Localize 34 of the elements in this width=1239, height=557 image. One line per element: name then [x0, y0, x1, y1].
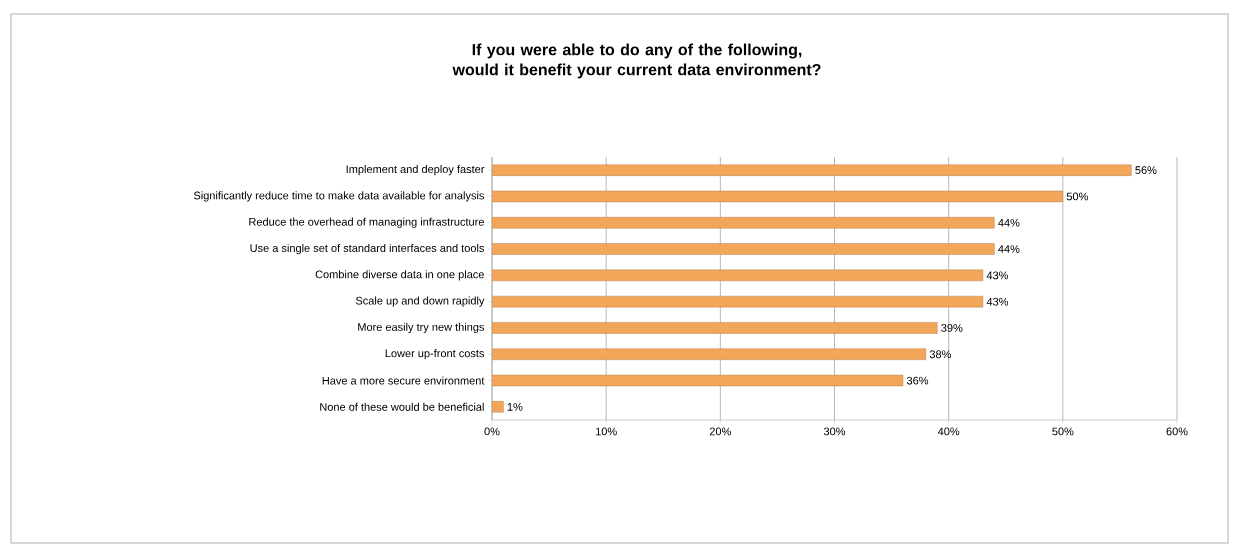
- data-label: 56%: [1135, 166, 1157, 175]
- bar: [492, 243, 995, 255]
- x-tick-label: 50%: [1052, 427, 1074, 436]
- x-tick-label: 40%: [937, 427, 960, 436]
- bar: [492, 269, 984, 282]
- y-tick-label: Use a single set of standard interfaces and tools: [250, 243, 485, 255]
- bar: [492, 217, 995, 229]
- y-tick-label: Reduce the overhead of managing infrastructure: [249, 217, 484, 228]
- x-tick-label: 60%: [1166, 427, 1188, 436]
- data-label: 44%: [998, 218, 1020, 227]
- x-tick-label: 10%: [595, 427, 617, 436]
- data-label: 38%: [929, 350, 951, 359]
- y-tick-label: Lower up-front costs: [385, 349, 485, 360]
- data-label: 1%: [507, 403, 523, 411]
- y-tick-label: Implement and deploy faster: [346, 165, 485, 176]
- data-label: 43%: [986, 271, 1009, 280]
- y-tick-label: Scale up and down rapidly: [355, 296, 485, 307]
- y-tick-label: Combine diverse data in one place: [315, 270, 484, 281]
- bar: [492, 348, 927, 360]
- chart-title: If you were able to do any of the following, would it benefit your current data environment?: [452, 43, 821, 79]
- data-label: 39%: [941, 324, 963, 332]
- y-tick-label: Significantly reduce time to make data available for analysis: [193, 191, 485, 202]
- data-label: 36%: [906, 376, 929, 385]
- y-tick-label: More easily try new things: [358, 322, 485, 334]
- y-tick-label: None of these would be beneficial: [320, 402, 484, 411]
- x-tick-label: 0%: [484, 427, 500, 436]
- data-label: 44%: [998, 245, 1020, 253]
- x-tick-label: 20%: [709, 427, 731, 436]
- x-tick-label: 30%: [823, 427, 846, 436]
- bar: [492, 164, 1132, 176]
- data-label: 43%: [986, 297, 1009, 306]
- data-label: 50%: [1066, 192, 1088, 201]
- y-tick-label: Have a more secure environment: [322, 376, 485, 385]
- bar: [492, 322, 938, 334]
